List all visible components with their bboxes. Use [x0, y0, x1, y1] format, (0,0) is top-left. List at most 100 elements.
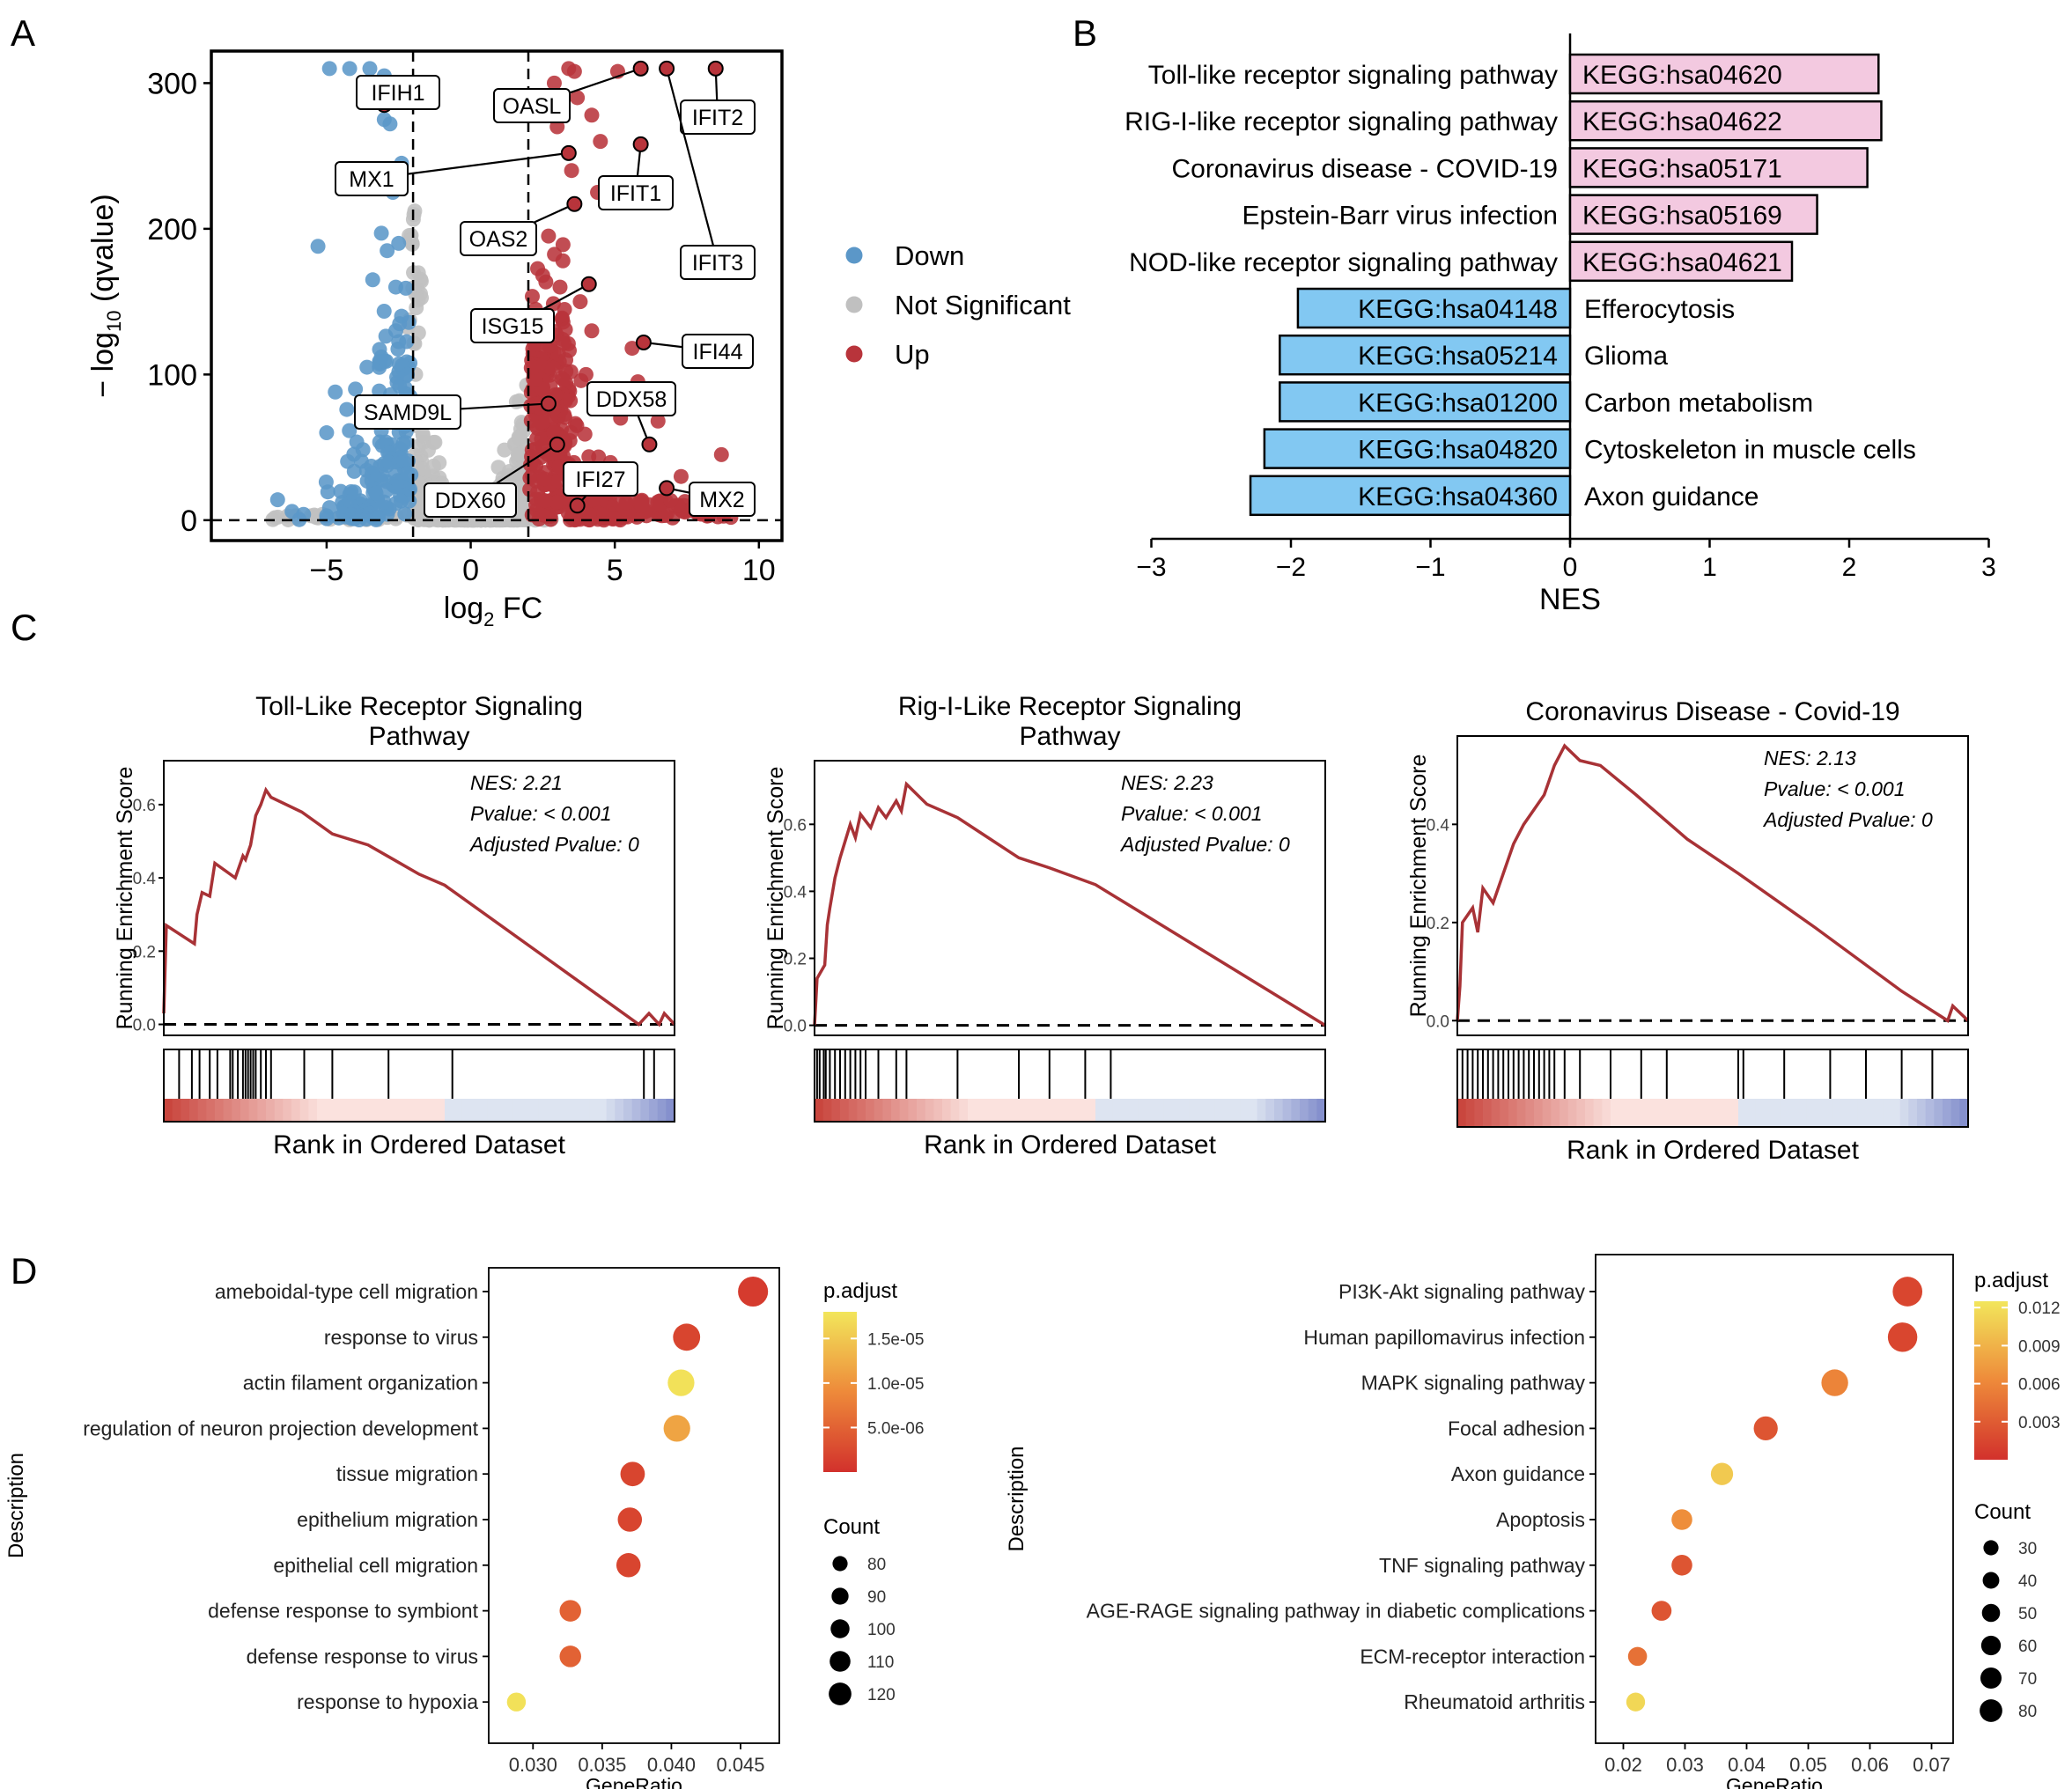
volcano-label-leader	[666, 68, 719, 263]
padj-legend-title: p.adjust	[1974, 1269, 2048, 1292]
gsea-rank-cell	[1019, 1099, 1029, 1122]
nes-x-axis-title: NES	[1539, 583, 1601, 616]
gsea-rank-cell	[445, 1099, 454, 1122]
gsea-rank-cell	[1001, 1099, 1012, 1122]
volcano-label-box	[470, 308, 555, 343]
volcano-plot: IFIH1 OASL IFIT2 MX1 IFIT1 OAS2 IFIT3 ISG15 IFI4…	[86, 49, 1071, 630]
gsea-rank-cell	[368, 1099, 378, 1122]
dotplot-point	[617, 1507, 643, 1532]
gsea-rank-cell	[350, 1099, 361, 1122]
gsea-rank-cell	[402, 1099, 412, 1122]
gsea-rank-cell	[427, 1099, 438, 1122]
volcano-point-up	[555, 237, 571, 253]
nes-bar	[1263, 428, 1572, 469]
volcano-point-up	[563, 393, 579, 409]
gsea-rank-cell	[487, 1099, 497, 1122]
gsea-stat: Pvalue: < 0.001	[1121, 802, 1262, 825]
dotplot-term-label: TNF signaling pathway	[1379, 1554, 1585, 1577]
gsea-stat: Pvalue: < 0.001	[470, 802, 611, 825]
gsea-rank-cell	[1738, 1099, 1748, 1127]
gsea-rank-cell	[1483, 1099, 1493, 1127]
nes-xtick-label: 2	[1842, 553, 1857, 582]
volcano-point-down	[382, 116, 398, 132]
gsea-rank-cell	[1052, 1099, 1063, 1122]
dotplot-term-label: regulation of neuron projection developm…	[83, 1417, 478, 1439]
gsea-title: Rig-I-Like Receptor Signaling	[898, 692, 1242, 721]
gsea-rank-cell	[232, 1099, 241, 1122]
volcano-frame	[210, 49, 784, 542]
gsea-rank-cell	[564, 1099, 573, 1122]
dotplot-point	[1753, 1416, 1778, 1441]
volcano-point-up	[536, 471, 552, 487]
gsea-rank-cell	[478, 1099, 489, 1122]
padj-legend-title: p.adjust	[823, 1279, 897, 1303]
volcano-point-down	[358, 462, 374, 478]
dotplot-term-label: PI3K-Akt signaling pathway	[1338, 1280, 1585, 1303]
volcano-point-up	[523, 398, 539, 414]
volcano-point-up	[624, 341, 640, 357]
volcano-point-up	[524, 289, 540, 305]
nes-bar	[1568, 194, 1818, 235]
gsea-ytick-label: 0.2	[784, 950, 807, 968]
gsea-enrichment-curve	[162, 786, 676, 1027]
gsea-title: Coronavirus Disease - Covid-19	[1525, 697, 1899, 726]
volcano-point-down	[320, 484, 336, 500]
volcano-point-down	[328, 384, 343, 400]
gsea-rank-cell	[1044, 1099, 1054, 1122]
gsea-enrichment-curve	[1456, 743, 1970, 1023]
gsea-rank-cell	[925, 1099, 935, 1122]
gsea-rank-cell	[1627, 1099, 1637, 1127]
gsea-rank-cell	[1567, 1099, 1578, 1127]
count-legend-dot	[1982, 1572, 2000, 1589]
nes-pathway-label: NOD-like receptor signaling pathway	[1129, 248, 1558, 277]
volcano-point-up	[554, 310, 570, 326]
volcano-point-down	[380, 243, 395, 259]
gsea-rank-cell	[385, 1099, 394, 1122]
gsea-rank-cell	[623, 1099, 633, 1122]
volcano-label-box	[586, 381, 676, 416]
gsea-rank-cell	[1291, 1099, 1301, 1122]
volcano-x-axis-title: log2 FC	[444, 592, 542, 630]
gsea-rank-cell	[657, 1099, 667, 1122]
dotplot-frame	[1595, 1254, 1954, 1744]
gsea-rank-cell	[1755, 1099, 1765, 1127]
gsea-rank-cell	[1070, 1099, 1080, 1122]
ylabel-sub: 10	[103, 311, 125, 332]
volcano-legend-swatch-down	[845, 247, 863, 264]
dotplot-term-label: ECM-receptor interaction	[1360, 1645, 1585, 1668]
dotplot-point	[663, 1415, 690, 1442]
gsea-rank-cell	[1189, 1099, 1198, 1122]
gsea-rank-cell	[1525, 1099, 1535, 1127]
padj-tick-label: 0.003	[2018, 1414, 2061, 1432]
dotplot-point	[1821, 1369, 1848, 1396]
gsea-rank-cell	[1721, 1099, 1731, 1127]
volcano-point-down	[400, 366, 416, 382]
nes-pathway-label: Epstein-Barr virus infection	[1242, 202, 1558, 231]
volcano-point-down	[394, 493, 409, 509]
gsea-rank-cell	[419, 1099, 429, 1122]
volcano-gene-label: IFI44	[693, 340, 743, 364]
volcano-point-down	[342, 423, 358, 438]
volcano-gene-label: SAMD9L	[364, 401, 452, 425]
panel-label-a: A	[11, 12, 35, 54]
gsea-rank-cell	[512, 1099, 522, 1122]
enrichment-dotplots: ameboidal-type cell migration response to…	[4, 1254, 2061, 1789]
gsea-rank-cell	[1593, 1099, 1604, 1127]
gsea-rank-cell	[1713, 1099, 1722, 1127]
volcano-point-down	[349, 434, 365, 450]
nes-bar	[1249, 475, 1572, 517]
dotplot-point	[738, 1276, 769, 1307]
dotplot-point	[667, 1369, 695, 1396]
gsea-rank-cell	[1198, 1099, 1207, 1122]
volcano-point-down	[387, 323, 403, 339]
volcano-point-up	[523, 413, 539, 429]
gsea-rank-cell	[1662, 1099, 1671, 1127]
gsea-rank-cell	[815, 1099, 824, 1122]
count-legend-label: 60	[2018, 1638, 2037, 1656]
gsea-rank-cell	[1274, 1099, 1284, 1122]
volcano-point-down	[342, 61, 358, 77]
gsea-rank-cell	[308, 1099, 318, 1122]
gsea-rank-frame	[163, 1049, 675, 1123]
dotplot-term-label: AGE-RAGE signaling pathway in diabetic c…	[1087, 1600, 1585, 1623]
gsea-rank-cell	[1206, 1099, 1216, 1122]
